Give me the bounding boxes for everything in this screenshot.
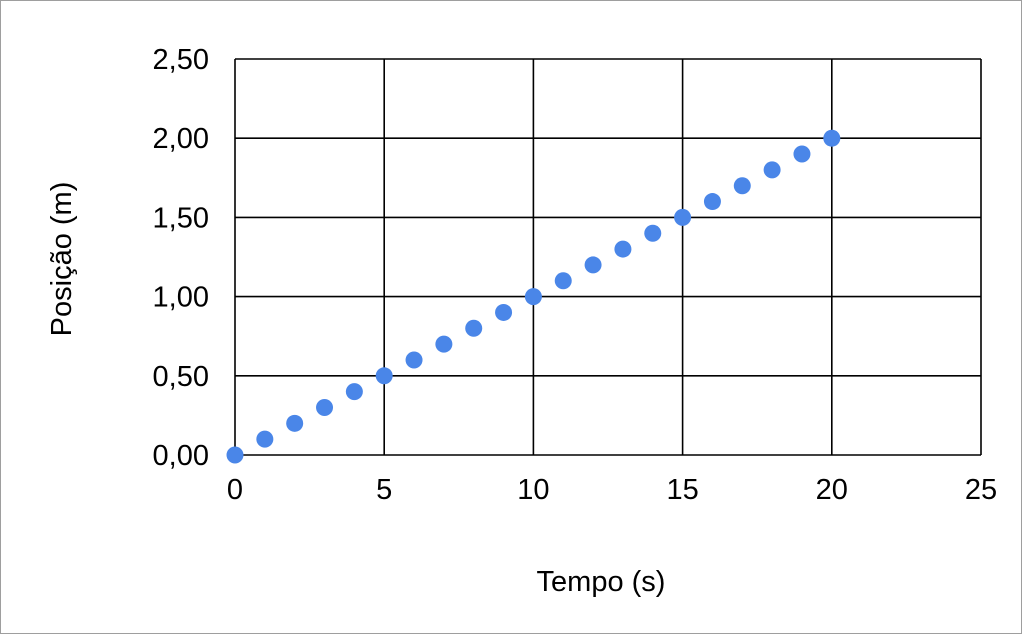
x-axis-ticks: 0 5 10 15 20 25	[227, 474, 997, 506]
y-tick-label: 2,00	[153, 123, 209, 155]
data-point	[674, 208, 692, 226]
y-tick-label: 0,00	[153, 440, 209, 472]
x-tick-label: 20	[816, 474, 848, 506]
y-axis-title: Posição (m)	[46, 182, 78, 337]
data-point	[435, 335, 453, 353]
x-axis-title: Tempo (s)	[537, 566, 666, 598]
data-point	[733, 177, 751, 195]
x-tick-label: 10	[517, 474, 549, 506]
y-tick-label: 1,00	[153, 282, 209, 314]
y-tick-label: 0,50	[153, 361, 209, 393]
data-point	[226, 446, 244, 464]
data-point	[823, 129, 841, 147]
y-tick-label: 1,50	[153, 202, 209, 234]
data-point	[465, 319, 483, 337]
data-point	[584, 256, 602, 274]
data-point	[375, 367, 393, 385]
data-point	[763, 161, 781, 179]
data-point	[495, 303, 513, 321]
grid	[234, 58, 982, 456]
x-tick-label: 5	[376, 474, 392, 506]
data-point	[405, 351, 423, 369]
data-point	[524, 288, 542, 306]
data-point	[286, 414, 304, 432]
x-tick-label: 15	[666, 474, 698, 506]
y-tick-label: 2,50	[153, 44, 209, 76]
data-point	[256, 430, 274, 448]
data-points	[226, 129, 841, 464]
data-point	[793, 145, 811, 163]
x-tick-label: 0	[227, 474, 243, 506]
data-point	[703, 193, 721, 211]
data-point	[554, 272, 572, 290]
data-point	[316, 398, 334, 416]
x-tick-label: 25	[965, 474, 997, 506]
y-axis-ticks: 0,00 0,50 1,00 1,50 2,00 2,50	[153, 44, 209, 472]
data-point	[345, 383, 363, 401]
data-point	[644, 224, 662, 242]
data-point	[614, 240, 632, 258]
